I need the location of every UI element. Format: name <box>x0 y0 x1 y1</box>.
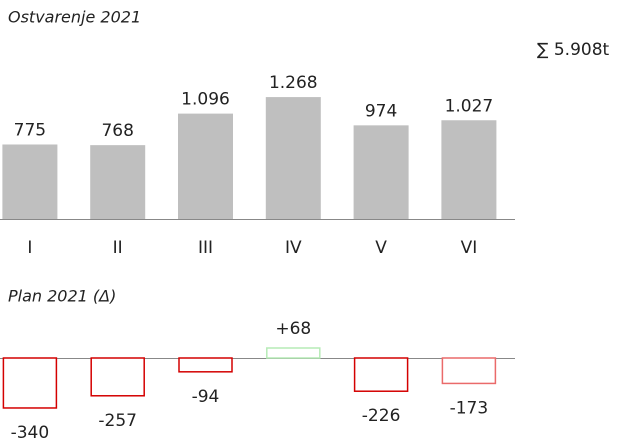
x-tick-label: V <box>375 238 387 258</box>
value-label: -173 <box>450 398 489 418</box>
bar <box>178 357 233 373</box>
bar <box>441 357 497 385</box>
x-tick-label: III <box>198 238 213 258</box>
bar <box>2 144 58 219</box>
value-label: 775 <box>14 120 46 140</box>
x-tick-label: II <box>113 238 123 258</box>
x-tick-label: IV <box>285 238 302 258</box>
bar <box>178 113 233 219</box>
value-label: 768 <box>101 121 133 141</box>
bar <box>90 357 145 397</box>
bar <box>265 97 321 219</box>
x-tick-label: VI <box>461 238 478 258</box>
bar <box>441 120 497 219</box>
value-label: -226 <box>362 406 401 426</box>
chart-title: Plan 2021 (Δ) <box>8 287 116 306</box>
total-label: ∑ 5.908t <box>537 40 610 60</box>
chart-title: Ostvarenje 2021 <box>8 8 141 27</box>
bar <box>2 357 58 409</box>
value-label: -94 <box>192 387 220 407</box>
value-label: -340 <box>11 423 50 443</box>
bar <box>266 347 321 359</box>
value-label: 974 <box>365 101 397 121</box>
bar <box>353 357 409 392</box>
x-tick-label: I <box>27 238 32 258</box>
value-label: +68 <box>275 319 311 339</box>
bar <box>90 145 146 219</box>
value-label: 1.268 <box>269 73 318 93</box>
value-label: 1.027 <box>445 96 494 116</box>
bar <box>353 125 409 219</box>
value-label: 1.096 <box>181 90 230 110</box>
value-label: -257 <box>98 411 137 431</box>
